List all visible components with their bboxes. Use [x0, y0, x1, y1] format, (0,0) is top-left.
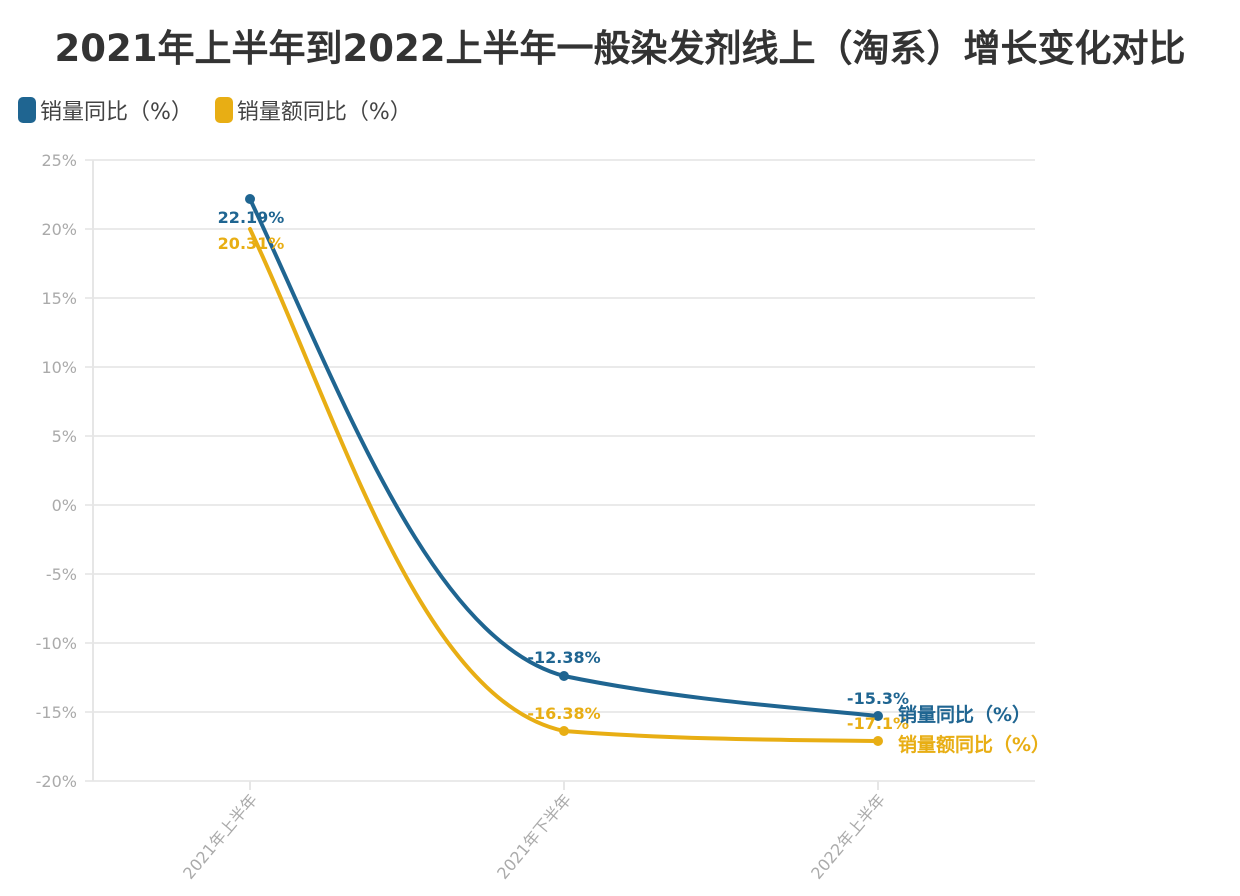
data-point[interactable] [873, 736, 883, 746]
legend-item-sales-amount-yoy[interactable]: 销量额同比（%） [214, 94, 412, 126]
data-point[interactable] [559, 671, 569, 681]
data-point[interactable] [245, 194, 255, 204]
data-point[interactable] [873, 711, 883, 721]
y-tick-label: 20% [41, 220, 77, 239]
legend-swatch-icon [214, 97, 233, 123]
y-tick-label: 25% [41, 151, 77, 170]
y-tick-label: -15% [36, 703, 77, 722]
y-tick-label: 5% [52, 427, 77, 446]
y-tick-label: 15% [41, 289, 77, 308]
legend: 销量同比（%） 销量额同比（%） [18, 94, 434, 126]
x-tick-label: 2021年下半年 [493, 790, 575, 882]
y-tick-label: -5% [46, 565, 77, 584]
y-tick-label: -10% [36, 634, 77, 653]
series-line-sales-amount-yoy[interactable] [248, 227, 880, 743]
series-end-label-sales-volume-yoy: 销量同比（%） [898, 703, 1031, 726]
x-tick-label: 2022年上半年 [807, 790, 889, 882]
data-label: -12.38% [527, 648, 600, 667]
data-label: 22.19% [218, 208, 285, 227]
data-label: -17.1% [847, 714, 909, 733]
y-tick-label: 10% [41, 358, 77, 377]
legend-label: 销量同比（%） [40, 100, 193, 125]
gridlines [85, 159, 1035, 782]
x-tick-label: 2021年上半年 [179, 790, 261, 882]
chart-title: 2021年上半年到2022上半年一般染发剂线上（淘系）增长变化对比 [54, 27, 1186, 70]
y-tick-label: 0% [52, 496, 77, 515]
y-tick-labels: 25% 20% 15% 10% 5% 0% -5% -10% -15% -20% [36, 151, 77, 791]
x-tick-labels: 2021年上半年 2021年下半年 2022年上半年 [179, 790, 889, 882]
legend-swatch-icon [18, 97, 36, 123]
series-line-sales-volume-yoy[interactable] [248, 197, 880, 718]
y-tick-label: -20% [36, 772, 77, 791]
data-point[interactable] [559, 726, 569, 736]
x-tick-marks [249, 781, 879, 790]
data-label: -15.3% [847, 689, 909, 708]
data-label: 20.31% [218, 234, 285, 253]
data-label: -16.38% [527, 704, 600, 723]
legend-item-sales-volume-yoy[interactable]: 销量同比（%） [18, 94, 193, 126]
legend-label: 销量额同比（%） [236, 100, 412, 125]
series-end-label-sales-amount-yoy: 销量额同比（%） [898, 733, 1050, 756]
